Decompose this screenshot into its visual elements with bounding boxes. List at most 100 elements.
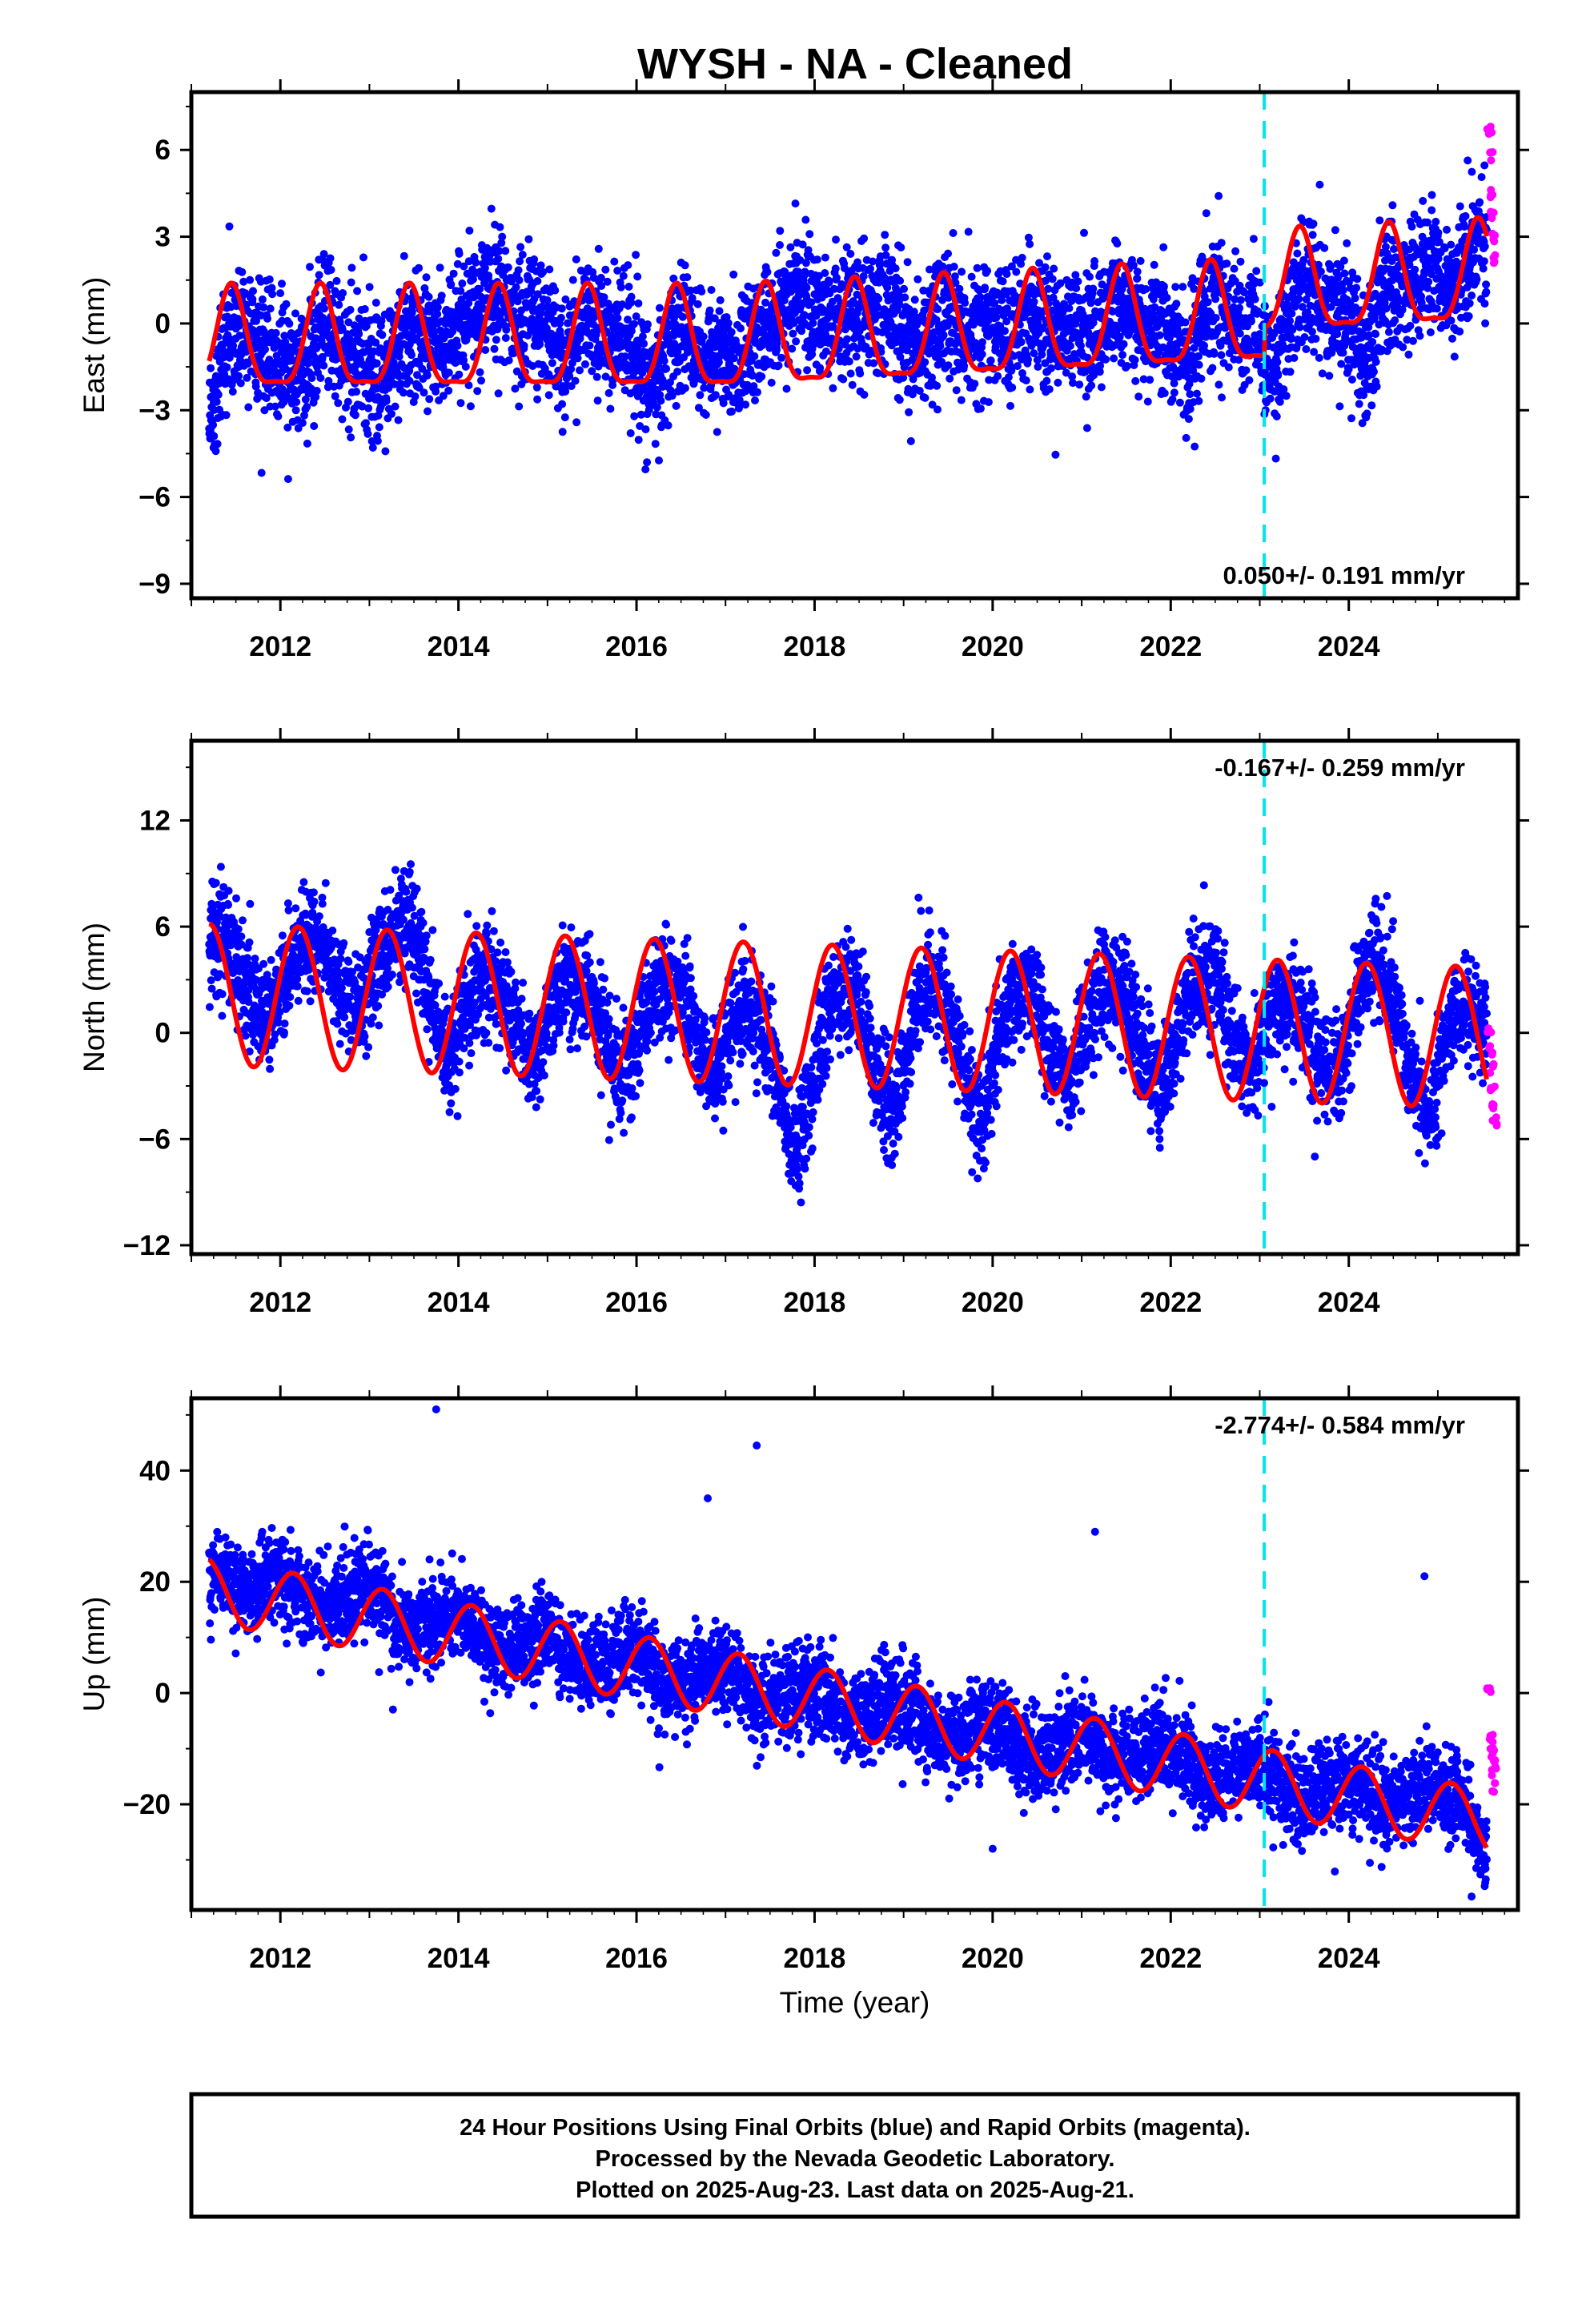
east-final-point — [1195, 360, 1203, 369]
east-final-point — [1210, 349, 1219, 358]
east-final-point — [707, 286, 716, 294]
east-final-point — [1136, 256, 1145, 265]
east-final-point — [767, 378, 776, 387]
east-final-point — [1203, 298, 1212, 307]
east-final-point — [961, 299, 970, 308]
east-final-point — [1315, 180, 1324, 189]
east-final-point — [243, 373, 251, 382]
east-final-point — [239, 277, 248, 286]
east-final-point — [449, 269, 458, 278]
east-final-point — [1355, 400, 1363, 408]
east-final-point — [303, 439, 311, 448]
east-final-point — [629, 320, 638, 328]
east-final-point — [367, 437, 376, 445]
east-final-point — [1044, 284, 1053, 293]
east-final-point — [1308, 328, 1316, 336]
east-final-point — [556, 313, 565, 322]
east-final-point — [1024, 356, 1032, 364]
east-final-point — [339, 289, 347, 297]
east-final-point — [1159, 282, 1168, 291]
east-final-point — [860, 234, 869, 243]
east-final-point — [1155, 331, 1164, 340]
east-final-point — [334, 399, 343, 408]
east-final-point — [303, 403, 311, 411]
east-final-point — [978, 350, 986, 359]
east-final-point — [1045, 385, 1054, 394]
east-final-point — [668, 392, 677, 400]
east-final-point — [1347, 376, 1356, 384]
east-final-point — [306, 263, 314, 271]
east-final-point — [1427, 206, 1436, 215]
east-final-point — [362, 322, 371, 331]
east-final-point — [716, 296, 725, 304]
east-final-point — [1030, 297, 1038, 306]
east-final-point — [320, 304, 328, 313]
east-final-point — [992, 313, 1001, 322]
east-final-point — [839, 375, 848, 384]
east-final-point — [424, 292, 433, 301]
east-final-point — [1217, 351, 1226, 360]
east-final-point — [895, 396, 904, 404]
east-final-point — [1162, 293, 1171, 302]
east-final-point — [1130, 356, 1139, 364]
east-final-point — [905, 408, 913, 416]
east-final-point — [1043, 252, 1051, 261]
east-final-point — [268, 290, 277, 299]
east-final-point — [252, 316, 260, 325]
east-final-point — [1295, 323, 1304, 332]
east-final-point — [616, 283, 625, 292]
east-final-point — [1195, 352, 1203, 360]
east-final-point — [1407, 222, 1416, 231]
east-final-point — [373, 436, 382, 445]
east-final-point — [516, 257, 524, 266]
east-final-point — [701, 411, 710, 419]
east-final-point — [934, 305, 942, 313]
east-final-point — [572, 418, 581, 427]
east-final-point — [1375, 216, 1384, 225]
east-final-point — [461, 362, 470, 371]
east-final-point — [1102, 355, 1110, 364]
east-final-point — [332, 276, 341, 285]
east-final-point — [1411, 265, 1419, 274]
east-final-point — [455, 370, 464, 379]
east-final-point — [377, 316, 386, 325]
east-final-point — [619, 271, 628, 280]
east-final-point — [913, 275, 922, 283]
east-final-point — [368, 444, 377, 452]
east-final-point — [540, 364, 549, 373]
east-final-point — [514, 266, 523, 275]
east-final-point — [1351, 294, 1359, 303]
east-final-point — [700, 384, 709, 392]
east-final-point — [832, 235, 840, 244]
east-final-point — [852, 352, 861, 361]
east-final-point — [1456, 328, 1464, 336]
east-final-point — [593, 396, 602, 405]
east-final-point — [415, 263, 424, 272]
east-final-point — [860, 390, 869, 399]
east-final-point — [458, 279, 467, 287]
east-final-point — [1054, 378, 1062, 387]
east-final-point — [399, 388, 408, 397]
east-final-point — [984, 398, 993, 407]
east-final-point — [1370, 368, 1378, 376]
east-final-point — [492, 336, 500, 344]
east-final-point — [285, 320, 294, 328]
east-final-point — [1082, 424, 1091, 432]
east-final-point — [1245, 376, 1254, 384]
east-final-point — [1217, 239, 1226, 247]
east-final-point — [423, 371, 432, 380]
east-final-point — [1450, 352, 1459, 361]
east-final-point — [1339, 348, 1347, 357]
east-final-point — [1008, 383, 1017, 392]
east-final-point — [789, 329, 797, 338]
east-final-point — [846, 369, 855, 378]
east-final-point — [371, 338, 380, 347]
east-final-point — [944, 361, 953, 370]
east-final-point — [476, 368, 484, 376]
east-final-point — [776, 241, 784, 249]
east-final-point — [753, 388, 761, 396]
east-final-point — [382, 396, 391, 405]
east-final-point — [1119, 340, 1128, 348]
east-final-point — [1142, 285, 1150, 293]
